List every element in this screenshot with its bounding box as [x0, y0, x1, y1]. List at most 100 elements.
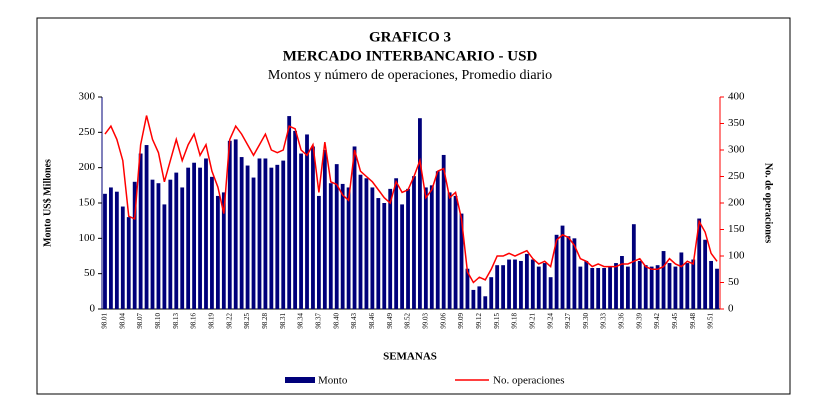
x-tick-label: 98.07: [136, 313, 144, 329]
bar: [685, 263, 690, 309]
legend-label: Monto: [318, 375, 348, 387]
bar: [441, 154, 446, 309]
x-tick-label: 98.34: [297, 313, 305, 329]
bar: [435, 171, 440, 309]
x-tick-label: 99.27: [564, 313, 572, 329]
bar: [126, 217, 131, 309]
bar: [376, 198, 381, 309]
chart-title: GRAFICO 3: [369, 29, 451, 45]
bar: [596, 268, 601, 309]
bar: [358, 174, 363, 309]
bar: [501, 265, 506, 309]
bar: [120, 206, 125, 309]
bar: [257, 158, 262, 309]
bar: [311, 146, 315, 309]
bar: [233, 139, 238, 309]
bar: [530, 259, 535, 309]
bar: [709, 260, 713, 309]
x-tick-label: 98.37: [315, 313, 323, 329]
bar: [275, 164, 280, 309]
bar: [263, 158, 268, 309]
bar: [524, 253, 529, 309]
bar: [281, 160, 286, 309]
bar: [697, 218, 702, 309]
bar: [459, 213, 464, 309]
y2-tick-label: 150: [728, 223, 745, 235]
bar: [554, 234, 559, 309]
bar: [560, 225, 565, 309]
bar: [138, 153, 143, 309]
bar: [269, 167, 274, 309]
bar: [316, 195, 321, 309]
bar: [210, 176, 214, 309]
y2-tick-label: 50: [728, 276, 740, 288]
bar: [495, 265, 500, 309]
chart-subtitle: Montos y número de operaciones, Promedio…: [268, 68, 552, 83]
y-axis-label: Monto US$ Millones: [42, 159, 53, 247]
y-tick-label: 250: [79, 126, 96, 138]
x-axis-label: SEMANAS: [383, 351, 437, 363]
x-tick-label: 99.06: [439, 313, 447, 329]
y-tick-label: 300: [79, 91, 96, 103]
bar: [299, 153, 303, 309]
x-tick-label: 99.51: [707, 313, 715, 329]
x-tick-label: 98.01: [101, 313, 109, 329]
bar: [103, 193, 107, 309]
x-tick-label: 98.16: [190, 313, 198, 329]
bar: [548, 277, 553, 309]
bar: [566, 236, 571, 309]
x-tick-label: 99.30: [582, 313, 590, 329]
x-tick-label: 98.28: [261, 313, 269, 329]
x-tick-label: 99.48: [689, 313, 697, 329]
bar: [631, 224, 636, 309]
bar: [322, 150, 327, 309]
bar: [132, 181, 137, 309]
y2-tick-label: 250: [728, 170, 745, 182]
y2-tick-label: 350: [728, 117, 745, 129]
x-tick-label: 99.18: [511, 313, 519, 329]
bar: [293, 130, 298, 309]
bar: [519, 260, 523, 309]
bar: [715, 268, 719, 309]
bar: [287, 116, 292, 309]
bar: [412, 176, 416, 309]
bar: [661, 251, 666, 309]
x-tick-label: 98.40: [332, 313, 340, 329]
bar: [572, 238, 577, 309]
chart-subtitle: MERCADO INTERBANCARIO - USD: [283, 48, 538, 64]
bar: [180, 187, 185, 309]
bar: [483, 296, 488, 309]
x-tick-label: 98.04: [118, 313, 126, 329]
bar: [429, 185, 434, 309]
bar: [637, 260, 642, 309]
bar: [489, 277, 494, 309]
x-tick-label: 98.13: [172, 313, 180, 329]
bar: [578, 266, 583, 309]
bar: [227, 140, 232, 309]
x-tick-label: 99.15: [493, 313, 501, 329]
y2-tick-label: 400: [728, 91, 745, 103]
y2-tick-label: 0: [728, 303, 734, 315]
x-tick-label: 98.52: [404, 313, 412, 329]
y-tick-label: 200: [79, 161, 96, 173]
bar: [221, 192, 226, 309]
x-tick-label: 98.25: [243, 313, 251, 329]
bar: [423, 187, 428, 309]
bar: [453, 195, 458, 309]
y-tick-label: 0: [90, 303, 96, 315]
x-tick-label: 98.49: [386, 313, 394, 329]
x-tick-label: 98.46: [368, 313, 376, 329]
bar: [394, 178, 399, 309]
bar: [614, 263, 618, 309]
bar: [406, 188, 410, 309]
bar: [655, 265, 660, 309]
bar: [150, 179, 155, 309]
bar: [251, 177, 256, 309]
bar: [114, 191, 119, 309]
bar: [239, 157, 244, 309]
bar: [513, 259, 517, 309]
bar: [542, 263, 547, 309]
bar: [340, 183, 345, 309]
y-tick-label: 50: [84, 267, 96, 279]
bar: [643, 265, 648, 309]
